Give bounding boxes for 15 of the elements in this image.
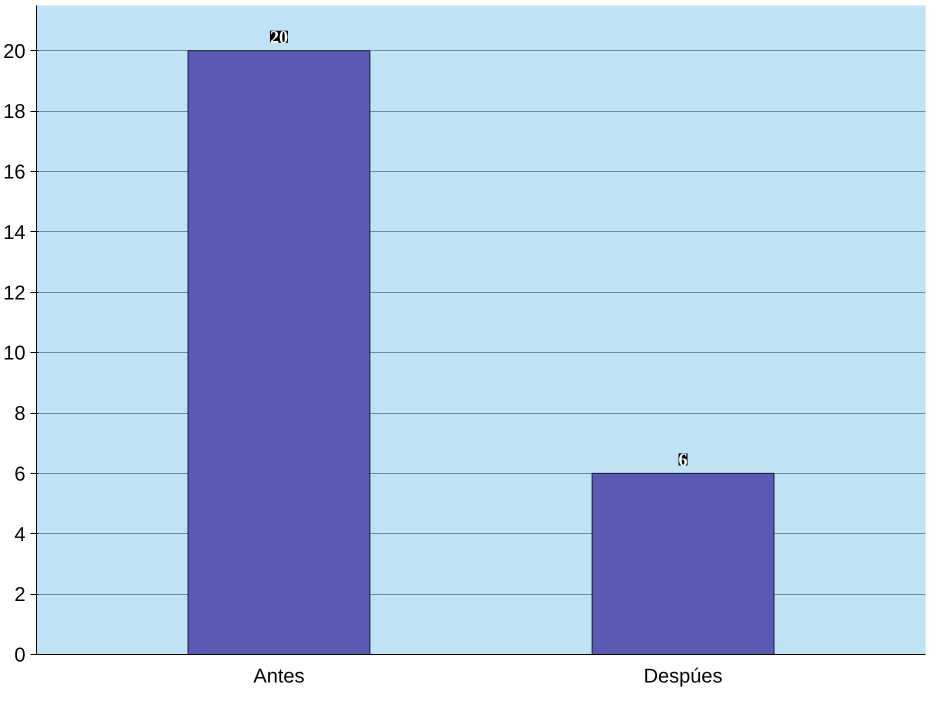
- y-tick-label: 12: [3, 282, 26, 304]
- y-tick-label: 0: [14, 644, 26, 666]
- y-tick-label: 18: [3, 101, 26, 124]
- x-tick-label: Antes: [253, 666, 305, 688]
- data-label: 6: [678, 449, 688, 470]
- y-tick-label: 4: [14, 524, 26, 546]
- y-tick-label: 8: [14, 403, 26, 426]
- y-tick-label: 20: [3, 40, 26, 63]
- x-tick-label: Despúes: [644, 666, 723, 688]
- y-tick-label: 6: [14, 463, 26, 486]
- y-tick-label: 14: [3, 222, 26, 244]
- y-tick-label: 2: [14, 584, 26, 606]
- y-tick-label: 16: [3, 162, 26, 184]
- data-label: 20: [270, 26, 288, 47]
- y-tick-label: 10: [3, 342, 26, 365]
